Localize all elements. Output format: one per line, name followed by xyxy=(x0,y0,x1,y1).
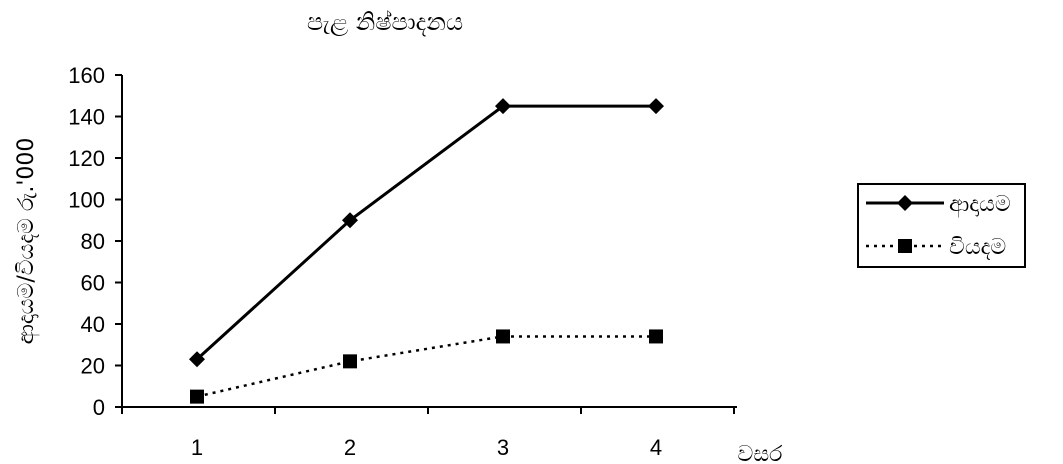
legend-label: වියදම xyxy=(949,235,1006,260)
data-point-1 xyxy=(495,98,511,115)
series-line-1 xyxy=(195,104,656,361)
data-point-2 xyxy=(190,389,204,404)
y-tick-label: 140 xyxy=(68,105,105,130)
legend-marker xyxy=(897,195,913,211)
y-tick-label: 100 xyxy=(68,188,105,213)
y-tick-label: 160 xyxy=(68,63,105,88)
y-tick-label: 40 xyxy=(81,312,105,337)
legend-label: ආදායම xyxy=(949,192,1011,218)
y-tick-label: 80 xyxy=(81,229,105,254)
data-point-1 xyxy=(342,212,358,229)
chart-title: පැළ නිෂ්පාදනය xyxy=(307,8,463,37)
y-tick-label: 60 xyxy=(81,271,105,296)
x-axis-label: වසර xyxy=(738,442,784,464)
x-tick-label: 2 xyxy=(344,435,356,460)
y-tick-label: 20 xyxy=(81,354,105,379)
data-point-1 xyxy=(189,351,205,368)
y-axis-label: ආදායම/වියදම රු.'000 xyxy=(14,138,40,345)
data-point-2 xyxy=(649,329,663,344)
x-tick-label: 4 xyxy=(650,435,662,460)
x-ticks: 1 2 3 4 xyxy=(121,407,735,460)
y-tick-label: 0 xyxy=(93,395,105,420)
y-ticks: 0 20 40 60 80 100 120 140 160 xyxy=(68,63,122,420)
legend-box xyxy=(857,183,1026,268)
data-point-2 xyxy=(496,329,510,344)
legend: ආදායම වියදම xyxy=(857,183,1026,268)
x-tick-label: 1 xyxy=(191,435,203,460)
x-tick-label: 3 xyxy=(497,435,509,460)
y-tick-label: 120 xyxy=(68,146,105,171)
data-point-2 xyxy=(343,354,357,369)
series-layer xyxy=(189,98,664,404)
data-point-1 xyxy=(648,98,664,115)
legend-marker xyxy=(898,239,912,253)
series-line-2 xyxy=(196,335,656,398)
